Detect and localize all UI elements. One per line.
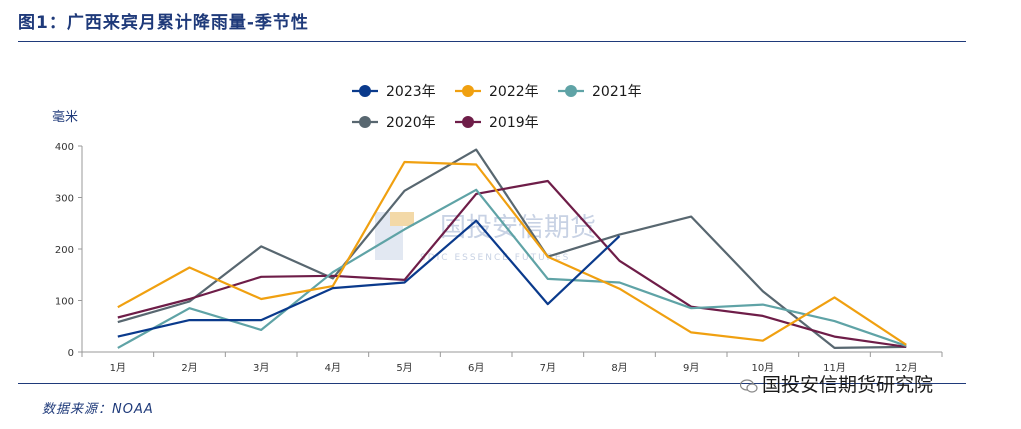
legend-label: 2022年 <box>489 84 539 100</box>
data-source: 数据来源：NOAA <box>42 402 154 417</box>
y-axis-unit: 毫米 <box>52 110 79 125</box>
legend-label: 2019年 <box>489 115 539 131</box>
legend-marker <box>359 85 371 97</box>
x-tick-label: 1月 <box>110 362 126 374</box>
watermark-subtext: SDIC ESSENCE FUTURES <box>420 253 570 263</box>
x-tick-label: 2月 <box>181 362 197 374</box>
series-line-2022年 <box>117 160 907 346</box>
x-tick-label: 9月 <box>683 362 699 374</box>
series-line-2019年 <box>117 179 907 348</box>
chart-title: 图1：广西来宾月累计降雨量-季节性 <box>18 13 309 33</box>
x-tick-label: 12月 <box>895 362 918 374</box>
watermark-logo-accent <box>390 212 414 226</box>
wechat-icon <box>740 378 758 393</box>
x-tick-label: 11月 <box>823 362 846 374</box>
x-tick-label: 6月 <box>468 362 484 374</box>
y-tick-label: 300 <box>55 194 74 205</box>
series-line-2023年 <box>117 219 621 338</box>
legend-label: 2023年 <box>386 84 436 100</box>
legend-label: 2020年 <box>386 115 436 131</box>
title-divider <box>18 41 966 42</box>
legend-marker <box>462 116 474 128</box>
x-tick-label: 10月 <box>751 362 774 374</box>
y-tick-label: 100 <box>55 297 74 308</box>
x-tick-label: 5月 <box>396 362 412 374</box>
footer-divider <box>18 383 966 384</box>
y-tick-label: 200 <box>55 245 74 256</box>
chart-legend: 2023年 2022年 2021年 2020年 2019年 <box>352 84 642 131</box>
footer-brand-text: 国投安信期货研究院 <box>762 374 934 396</box>
x-tick-label: 4月 <box>325 362 341 374</box>
x-tick-label: 7月 <box>540 362 556 374</box>
x-tick-label: 8月 <box>611 362 627 374</box>
y-tick-label: 400 <box>55 142 74 153</box>
series-line-2020年 <box>117 148 907 349</box>
legend-marker <box>359 116 371 128</box>
legend-label: 2021年 <box>592 84 642 100</box>
series-line-2021年 <box>117 188 907 349</box>
legend-marker <box>565 85 577 97</box>
x-tick-label: 3月 <box>253 362 269 374</box>
chart-axes: 0 100 200 300 400 1月 2月 3月 4月 5月 6月 7月 8月 9月 10月 11月 12月 <box>55 142 943 374</box>
footer-brand: 国投安信期货研究院 <box>740 370 933 397</box>
y-tick-label: 0 <box>68 348 74 359</box>
chart-lines <box>117 148 907 349</box>
legend-marker <box>462 85 474 97</box>
